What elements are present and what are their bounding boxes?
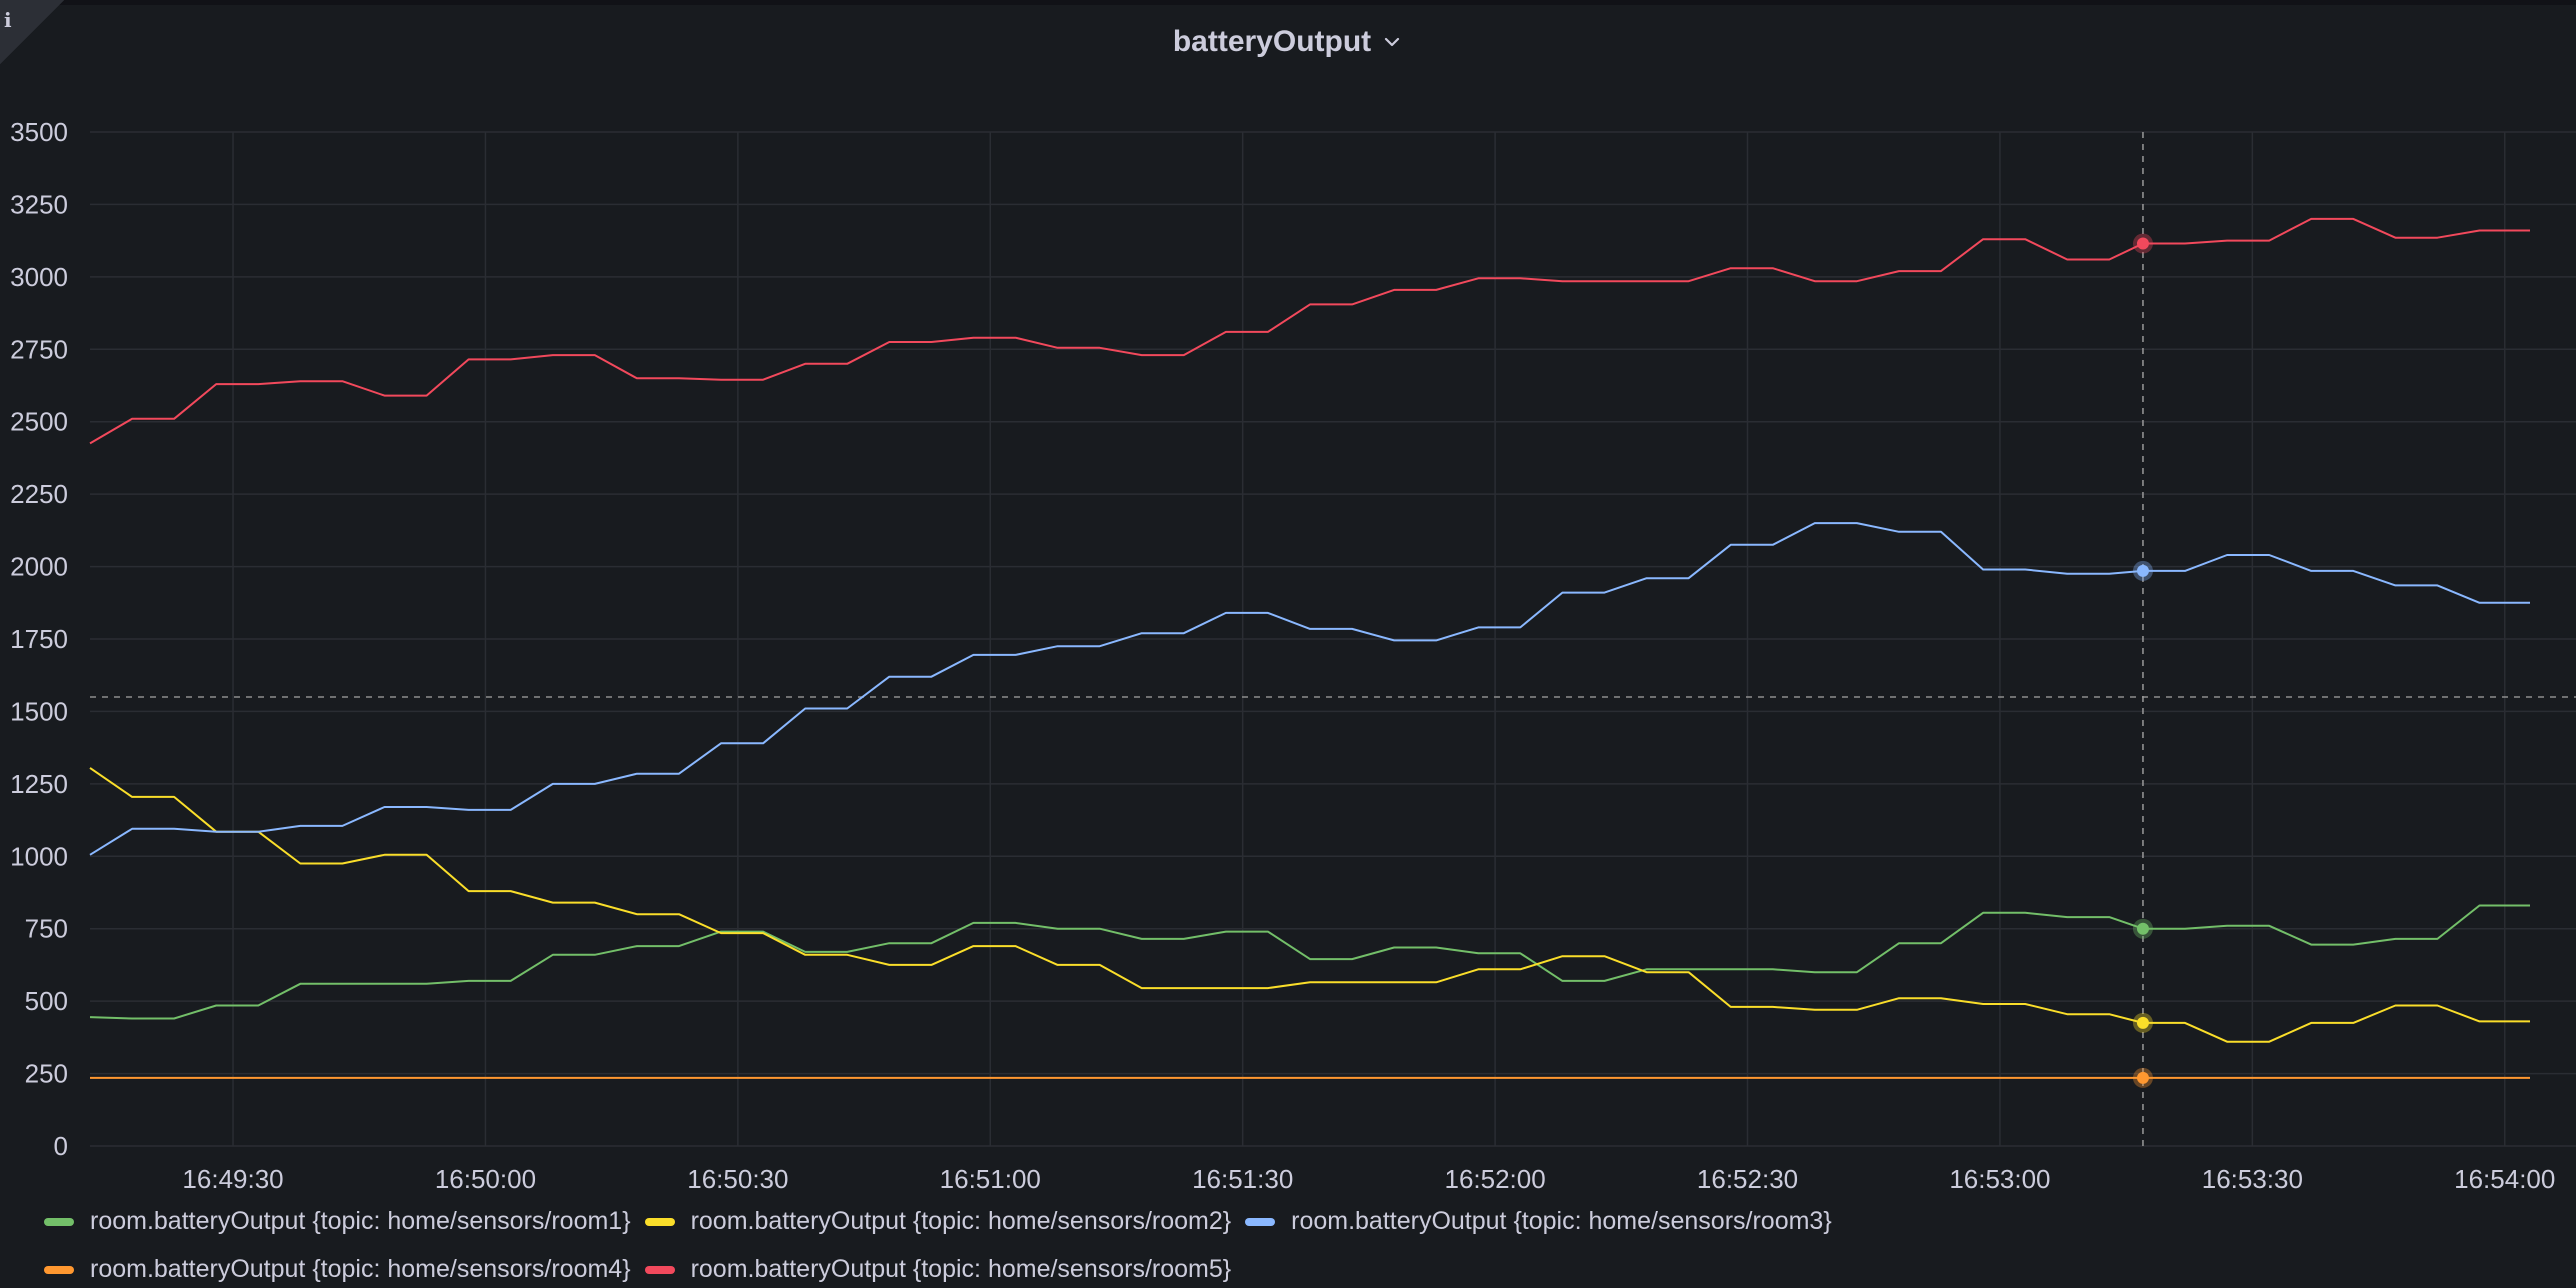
series-line-room3: [89, 522, 2530, 856]
panel-info-corner[interactable]: [0, 0, 64, 64]
y-tick-label: 3250: [10, 189, 68, 219]
x-tick-label: 16:49:30: [182, 1164, 283, 1194]
legend-item-room5[interactable]: room.batteryOutput {topic: home/sensors/…: [644, 1255, 1232, 1284]
x-tick-label: 16:50:00: [435, 1164, 536, 1194]
y-tick-label: 250: [25, 1059, 68, 1089]
y-axis-tick-labels: 0 250 500 750 1000 1250 1500 1750 2000 2250 2500 27…: [10, 117, 68, 1161]
legend-row-1: room.batteryOutput {topic: home/sensors/…: [44, 1207, 1846, 1236]
chart-grid: [90, 131, 2576, 1147]
y-tick-label: 2000: [10, 552, 68, 582]
hover-point-room3: [2136, 564, 2149, 577]
y-tick-label: 750: [25, 914, 68, 944]
y-tick-label: 1000: [10, 841, 68, 871]
info-icon[interactable]: i: [4, 8, 12, 32]
x-tick-label: 16:52:00: [1444, 1164, 1545, 1194]
x-tick-label: 16:52:30: [1697, 1164, 1798, 1194]
hover-point-room1: [2136, 922, 2149, 935]
legend-item-room3[interactable]: room.batteryOutput {topic: home/sensors/…: [1245, 1207, 1832, 1236]
x-axis-tick-labels: 16:49:30 16:50:00 16:50:30 16:51:00 16:51:30…: [182, 1164, 2555, 1194]
y-tick-label: 3000: [10, 262, 68, 292]
y-tick-label: 3500: [10, 117, 68, 147]
y-tick-label: 0: [54, 1131, 68, 1161]
x-tick-label: 16:53:30: [2202, 1164, 2303, 1194]
line-chart[interactable]: 0 250 500 750 1000 1250 1500 1750 2000 2250 2500 27…: [0, 0, 2576, 1200]
series-lines: [89, 217, 2530, 1079]
legend-label: room.batteryOutput {topic: home/sensors/…: [90, 1255, 631, 1283]
series-line-room2: [89, 767, 2530, 1043]
chevron-down-icon[interactable]: [1381, 31, 1403, 53]
x-tick-label: 16:51:00: [940, 1164, 1041, 1194]
legend-label: room.batteryOutput {topic: home/sensors/…: [90, 1207, 631, 1235]
x-tick-label: 16:53:00: [1949, 1164, 2050, 1194]
hover-point-room4: [2136, 1071, 2149, 1084]
y-tick-label: 1250: [10, 769, 68, 799]
y-tick-label: 2750: [10, 334, 68, 364]
legend-swatch: [1245, 1217, 1276, 1226]
x-tick-label: 16:54:00: [2454, 1164, 2555, 1194]
legend-swatch: [44, 1217, 74, 1226]
x-tick-label: 16:51:30: [1192, 1164, 1293, 1194]
panel-header: batteryOutput: [0, 22, 2576, 62]
y-tick-label: 2250: [10, 479, 68, 509]
legend-item-room2[interactable]: room.batteryOutput {topic: home/sensors/…: [644, 1207, 1232, 1236]
hover-point-room2: [2136, 1016, 2149, 1029]
legend-swatch: [644, 1265, 675, 1274]
hover-point-room5: [2136, 237, 2149, 250]
y-tick-label: 1500: [10, 696, 68, 726]
legend-item-room1[interactable]: room.batteryOutput {topic: home/sensors/…: [44, 1207, 631, 1236]
y-tick-label: 500: [25, 986, 68, 1016]
legend-label: room.batteryOutput {topic: home/sensors/…: [690, 1207, 1232, 1235]
legend-item-room4[interactable]: room.batteryOutput {topic: home/sensors/…: [44, 1255, 631, 1284]
panel-top-border: [0, 0, 2576, 5]
y-tick-label: 2500: [10, 407, 68, 437]
legend-label: room.batteryOutput {topic: home/sensors/…: [1291, 1207, 1832, 1235]
legend-swatch: [44, 1265, 74, 1274]
y-tick-label: 1750: [10, 624, 68, 654]
x-tick-label: 16:50:30: [687, 1164, 788, 1194]
series-line-room5: [89, 217, 2530, 445]
hover-points: [2132, 233, 2153, 1088]
series-line-room1: [89, 904, 2530, 1020]
legend-swatch: [644, 1217, 675, 1226]
panel-title[interactable]: batteryOutput: [1172, 25, 1372, 58]
legend-row-2: room.batteryOutput {topic: home/sensors/…: [44, 1255, 1245, 1284]
legend-label: room.batteryOutput {topic: home/sensors/…: [690, 1255, 1232, 1283]
